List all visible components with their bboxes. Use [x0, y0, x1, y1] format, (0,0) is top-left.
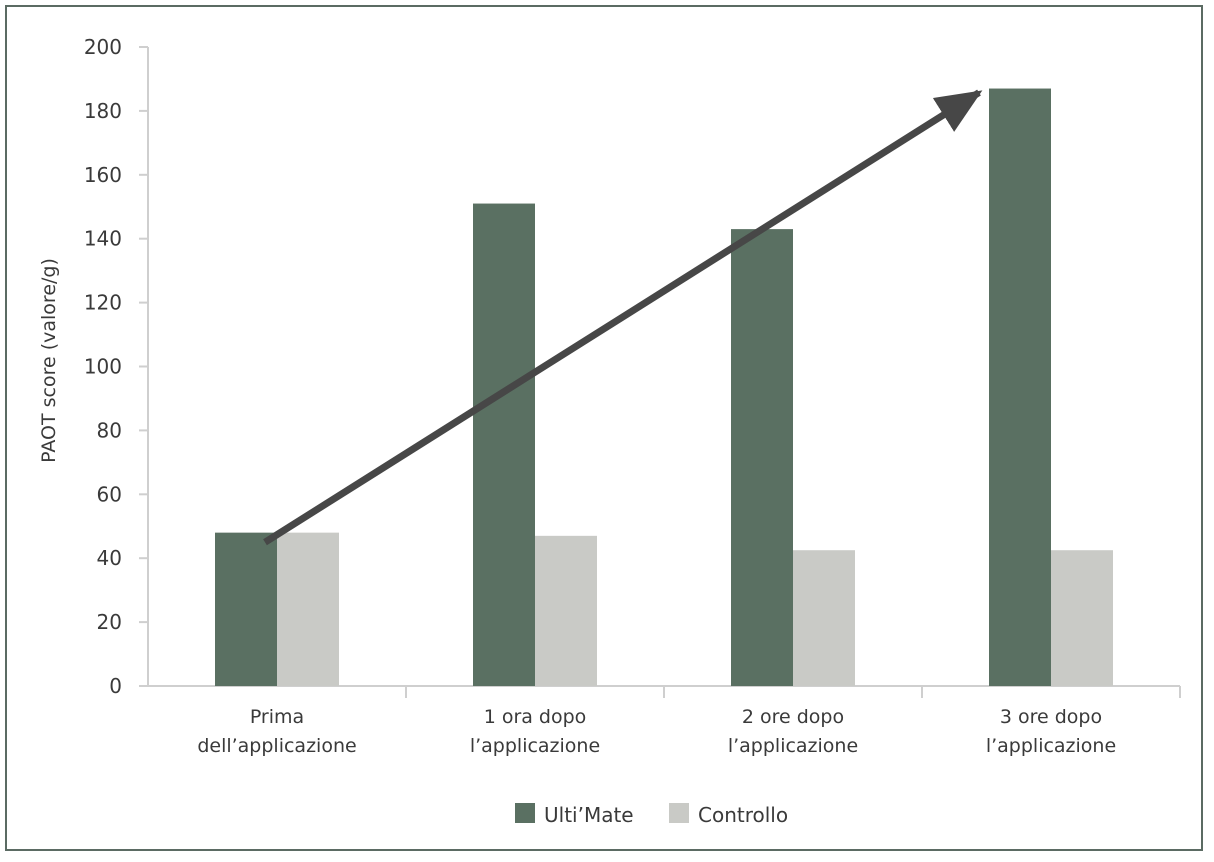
- bar-ultimate: [473, 203, 535, 686]
- y-axis: 0 20 40 60 80 100 120 140 160 180 200: [84, 35, 149, 698]
- x-tick-label: Prima dell’applicazione: [197, 706, 356, 757]
- x-tick-label: 2 ore dopo l’applicazione: [728, 706, 858, 757]
- bars: [215, 88, 1113, 687]
- y-tick-label: 120: [84, 291, 122, 315]
- y-tick-label: 40: [97, 546, 122, 570]
- y-tick-label: 200: [84, 35, 122, 59]
- legend-swatch-ultimate: [515, 803, 535, 823]
- x-tick-label: 3 ore dopo l’applicazione: [986, 706, 1116, 757]
- y-axis-title: PAOT score (valore/g): [38, 258, 60, 463]
- legend-swatch-controllo: [669, 803, 689, 823]
- legend: Ulti’Mate Controllo: [515, 803, 788, 827]
- bar-controllo: [535, 535, 597, 686]
- y-tick-label: 0: [109, 674, 122, 698]
- bar-controllo: [277, 532, 339, 686]
- y-tick-label: 180: [84, 99, 122, 123]
- x-tick-label: 1 ora dopo l’applicazione: [470, 706, 600, 757]
- y-tick-label: 100: [84, 355, 122, 379]
- trend-arrow-line: [263, 89, 983, 546]
- y-tick-label: 140: [84, 227, 122, 251]
- y-tick-label: 60: [97, 482, 122, 506]
- bar-controllo: [1051, 550, 1113, 686]
- y-tick-label: 160: [84, 163, 122, 187]
- legend-label-controllo: Controllo: [698, 803, 788, 827]
- y-tick-label: 20: [97, 610, 122, 634]
- bar-ultimate: [215, 532, 277, 686]
- x-axis: Prima dell’applicazione 1 ora dopo l’applic…: [148, 685, 1181, 757]
- bar-ultimate: [731, 229, 793, 687]
- bar-controllo: [793, 550, 855, 686]
- legend-label-ultimate: Ulti’Mate: [544, 803, 634, 827]
- bar-ultimate: [989, 88, 1051, 686]
- trend-arrow: [263, 89, 983, 546]
- y-tick-label: 80: [97, 418, 122, 442]
